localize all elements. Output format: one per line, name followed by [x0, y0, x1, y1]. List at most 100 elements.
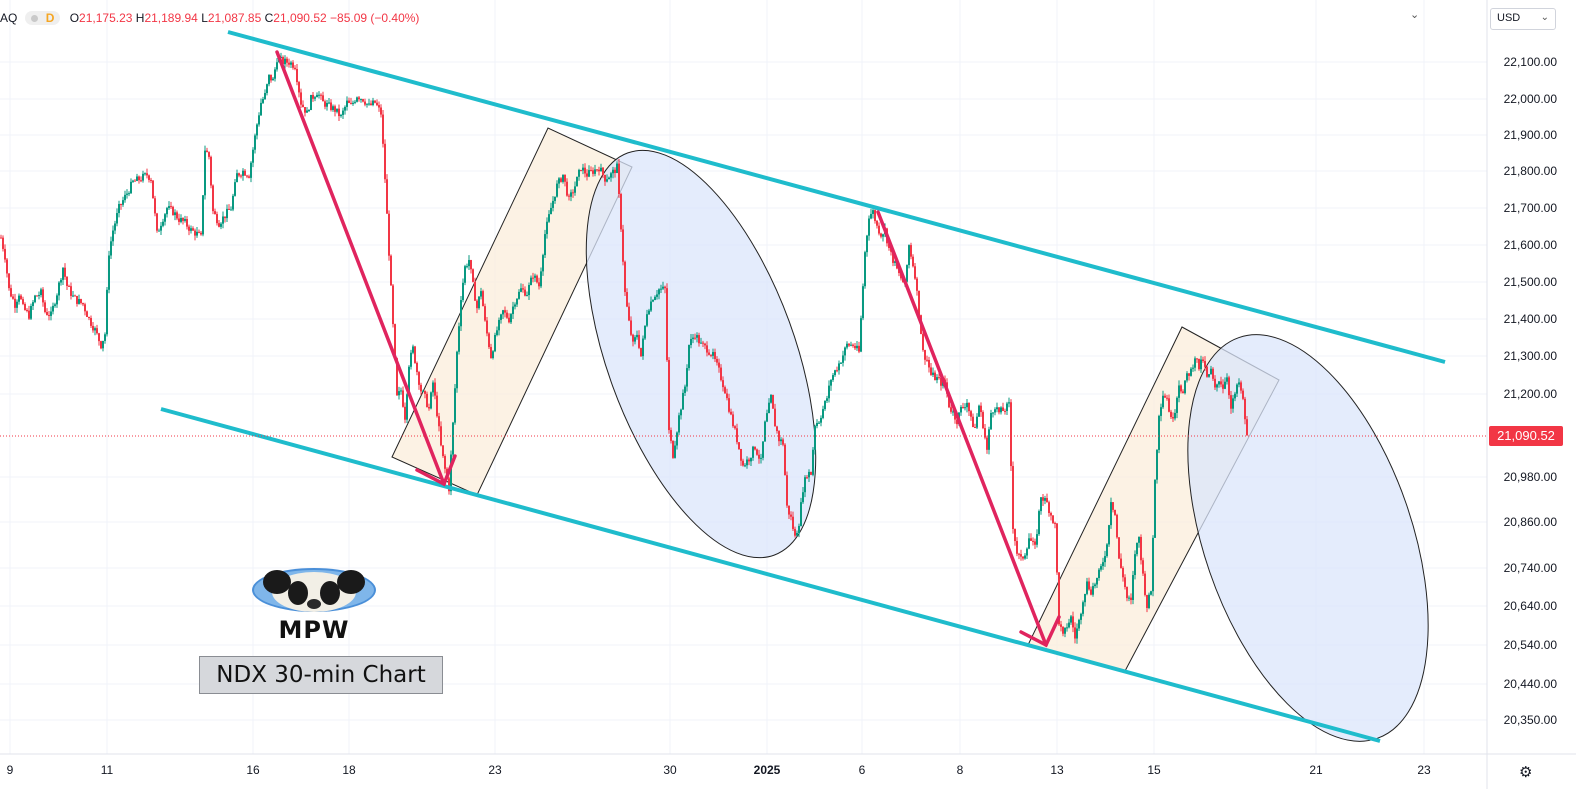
candle-body	[484, 306, 486, 321]
candle-body	[280, 56, 282, 58]
candle-body	[744, 465, 746, 467]
candle-body	[720, 367, 722, 381]
candle-body	[526, 295, 528, 297]
down-arrow-1[interactable]	[275, 50, 457, 487]
settings-gear-icon[interactable]: ⚙	[1519, 764, 1533, 781]
candle-body	[26, 309, 28, 311]
candle-body	[130, 181, 132, 194]
candle-body	[140, 180, 142, 182]
candle-body	[310, 94, 312, 111]
price-tick-label: 20,980.00	[1504, 470, 1558, 484]
candle-body	[80, 299, 82, 304]
candle-body	[0, 237, 2, 239]
candle-body	[912, 256, 914, 267]
candle-body	[456, 351, 458, 389]
candle-body	[1076, 628, 1078, 639]
candle-body	[466, 266, 468, 268]
candle-body	[308, 110, 310, 112]
candle-body	[1194, 358, 1196, 368]
candle-body	[742, 460, 744, 466]
candle-body	[452, 422, 454, 455]
candle-body	[1014, 529, 1016, 542]
candle-body	[208, 152, 210, 157]
candle-body	[424, 390, 426, 394]
time-tick-label: 6	[859, 763, 866, 777]
candle-body	[510, 314, 512, 323]
candle-body	[168, 206, 170, 209]
candle-body	[128, 193, 130, 195]
candle-body	[1028, 538, 1030, 549]
candle-body	[772, 394, 774, 409]
chart-caption: NDX 30-min Chart	[199, 656, 443, 694]
chevron-down-icon[interactable]: ⌄	[1410, 9, 1420, 21]
candle-body	[918, 290, 920, 316]
candle-body	[726, 393, 728, 399]
candle-body	[588, 170, 590, 177]
candle-body	[1162, 395, 1164, 408]
candle-body	[1232, 398, 1234, 409]
candle-body	[740, 449, 742, 461]
candle-body	[18, 295, 20, 302]
currency-select[interactable]: USD ⌄	[1490, 8, 1556, 30]
candle-body	[528, 285, 530, 296]
time-tick-label: 16	[246, 763, 260, 777]
channel-lower-line[interactable]	[160, 407, 1381, 743]
candle-body	[190, 228, 192, 231]
candle-body	[874, 210, 876, 221]
candle-body	[262, 99, 264, 103]
candle-body	[290, 62, 292, 65]
candle-body	[522, 288, 524, 290]
candle-body	[992, 412, 994, 414]
time-axis[interactable]: 9 11 16 18 23 30 2025 6 8 13 15 21 23	[7, 763, 1431, 777]
candle-body	[566, 181, 568, 196]
candle-body	[776, 426, 778, 432]
candle-body	[230, 209, 232, 211]
candle-body	[1106, 544, 1108, 557]
low-value: 21,087.85	[207, 11, 262, 25]
candle-body	[888, 243, 890, 249]
candle-body	[352, 102, 354, 104]
candle-body	[228, 208, 230, 210]
candle-body	[166, 208, 168, 215]
candle-body	[822, 409, 824, 418]
down-arrow-2[interactable]	[876, 210, 1061, 648]
candle-body	[574, 186, 576, 193]
candle-body	[16, 301, 18, 308]
price-axis[interactable]: 22,100.00 22,000.00 21,900.00 21,800.00 21,7…	[1504, 55, 1558, 727]
candle-body	[344, 106, 346, 111]
candle-body	[642, 338, 644, 357]
candle-body	[418, 372, 420, 385]
candle-body	[4, 248, 6, 260]
candle-body	[546, 221, 548, 235]
candle-body	[368, 103, 370, 105]
candle-body	[796, 532, 798, 536]
candle-body	[428, 407, 430, 409]
symbol-fragment: AQ	[0, 11, 18, 25]
candle-body	[678, 415, 680, 433]
candle-body	[1108, 525, 1110, 545]
candle-body	[978, 405, 980, 417]
candle-body	[1240, 382, 1242, 391]
price-tick-label: 21,800.00	[1504, 164, 1558, 178]
candle-body	[760, 457, 762, 459]
change-value: −85.09 (−0.40%)	[330, 11, 420, 25]
candle-body	[954, 411, 956, 420]
candle-body	[1142, 560, 1144, 574]
candle-body	[416, 362, 418, 373]
candle-body	[758, 454, 760, 459]
channel-upper-line[interactable]	[227, 30, 1446, 364]
interval-badge[interactable]: D	[24, 11, 61, 25]
candle-body	[794, 528, 796, 536]
candle-body	[544, 234, 546, 256]
candle-body	[672, 440, 674, 458]
candle-body	[358, 97, 360, 100]
candle-body	[134, 180, 136, 182]
candle-body	[116, 213, 118, 224]
candle-body	[892, 251, 894, 263]
price-tick-label: 20,350.00	[1504, 713, 1558, 727]
candle-body	[864, 252, 866, 287]
candle-body	[268, 74, 270, 85]
candle-body	[1160, 407, 1162, 416]
candle-body	[908, 245, 910, 266]
